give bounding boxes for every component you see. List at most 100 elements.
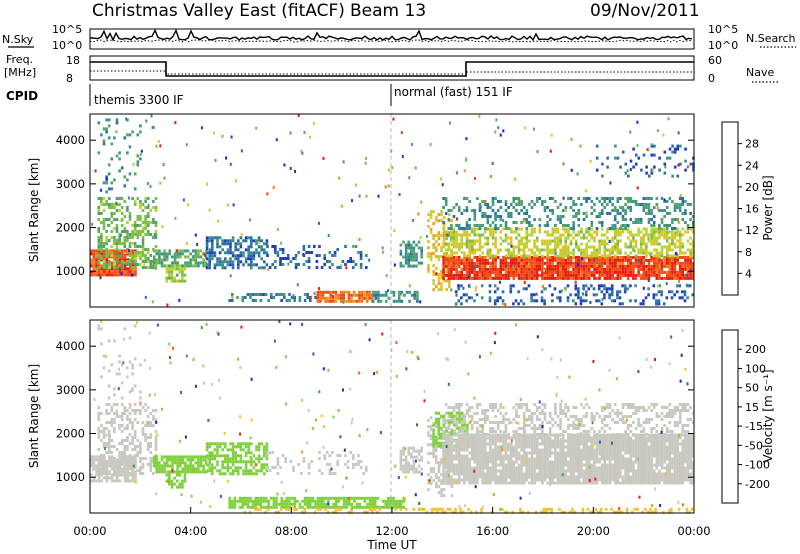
power-cell xyxy=(673,267,677,271)
velocity-cell xyxy=(107,439,111,442)
velocity-cell xyxy=(344,463,347,466)
velocity-cell xyxy=(149,433,153,436)
power-cell xyxy=(447,273,451,277)
power-cell xyxy=(647,209,651,212)
power-cell xyxy=(655,273,659,277)
power-cell xyxy=(595,258,599,262)
power-cell xyxy=(530,224,534,227)
power-cell xyxy=(447,233,451,237)
power-cell xyxy=(141,236,145,239)
velocity-cell xyxy=(463,423,467,427)
power-noise-cell xyxy=(658,265,661,269)
velocity-cell xyxy=(131,424,134,427)
power-cell xyxy=(611,261,614,265)
velocity-cell xyxy=(152,472,155,475)
power-cell xyxy=(598,267,601,271)
velocity-cell xyxy=(448,419,451,423)
velocity-cell xyxy=(131,427,134,430)
power-noise-cell xyxy=(345,266,348,270)
velocity-cell xyxy=(437,432,441,436)
power-cell xyxy=(432,222,435,226)
power-cell xyxy=(489,261,492,265)
power-cell xyxy=(520,221,523,224)
power-cell xyxy=(538,218,542,221)
velocity-cell xyxy=(465,442,469,446)
power-cell xyxy=(543,255,547,259)
velocity-cell xyxy=(314,505,317,509)
power-noise-cell xyxy=(435,272,438,276)
power-cell xyxy=(120,263,124,266)
power-cell xyxy=(639,255,643,259)
power-cell xyxy=(525,264,529,268)
velocity-cell xyxy=(399,458,403,462)
power-cell xyxy=(673,233,677,237)
velocity-cell xyxy=(489,481,492,485)
velocity-cell xyxy=(457,439,461,443)
velocity-cell xyxy=(92,455,96,459)
power-cell xyxy=(237,248,240,252)
velocity-cell xyxy=(154,409,158,412)
power-cell xyxy=(97,239,101,242)
power-cell xyxy=(476,276,479,280)
power-cell xyxy=(629,233,633,237)
velocity-cell xyxy=(110,461,114,465)
power-noise-cell xyxy=(524,126,527,130)
power-cell xyxy=(512,197,516,200)
power-cell xyxy=(655,293,658,297)
velocity-cell xyxy=(126,409,129,412)
power-cell xyxy=(663,255,666,259)
velocity-cell xyxy=(158,461,161,465)
velocity-cell xyxy=(494,433,497,437)
power-cell xyxy=(146,224,150,227)
power-cell xyxy=(318,245,321,248)
power-cell xyxy=(554,270,557,274)
velocity-cell xyxy=(107,448,111,451)
power-cell xyxy=(647,221,651,224)
power-cell xyxy=(128,215,132,218)
power-noise-cell xyxy=(401,155,404,158)
power-noise-cell xyxy=(332,295,335,299)
power-cell xyxy=(519,299,523,303)
power-cell xyxy=(486,267,490,271)
power-cell xyxy=(100,273,103,277)
velocity-cell xyxy=(250,472,253,476)
velocity-cell xyxy=(444,463,448,467)
power-cell xyxy=(315,254,319,257)
power-cell xyxy=(465,209,469,212)
power-cell xyxy=(468,224,471,227)
velocity-cell xyxy=(108,461,111,465)
power-cell xyxy=(447,227,451,230)
power-cell xyxy=(452,233,456,237)
velocity-cell xyxy=(483,478,487,482)
velocity-cell xyxy=(260,466,263,470)
power-cell xyxy=(107,118,111,122)
power-cell xyxy=(650,224,653,227)
power-cell xyxy=(352,299,356,303)
velocity-cell xyxy=(128,406,132,409)
velocity-cell xyxy=(545,510,548,514)
velocity-cell xyxy=(458,426,461,430)
power-cell xyxy=(491,209,495,212)
power-cell xyxy=(260,248,263,252)
power-cell xyxy=(494,276,497,280)
power-cell xyxy=(691,239,695,243)
power-noise-cell xyxy=(248,218,251,222)
power-cell xyxy=(97,252,101,256)
power-cell xyxy=(652,273,656,277)
power-cell xyxy=(444,254,448,258)
power-cell xyxy=(450,270,453,274)
velocity-cell xyxy=(133,466,137,469)
velocity-cell xyxy=(332,510,335,514)
velocity-cell xyxy=(141,433,145,436)
power-cell xyxy=(447,254,451,258)
power-noise-cell xyxy=(364,161,367,165)
power-cell xyxy=(603,261,607,265)
power-cell xyxy=(525,254,529,258)
velocity-cell xyxy=(491,433,495,437)
power-cell xyxy=(647,174,651,178)
power-cell xyxy=(546,242,549,246)
power-cell xyxy=(567,270,570,274)
velocity-cell xyxy=(481,478,484,482)
power-cell xyxy=(444,258,448,262)
power-cell xyxy=(199,249,203,253)
